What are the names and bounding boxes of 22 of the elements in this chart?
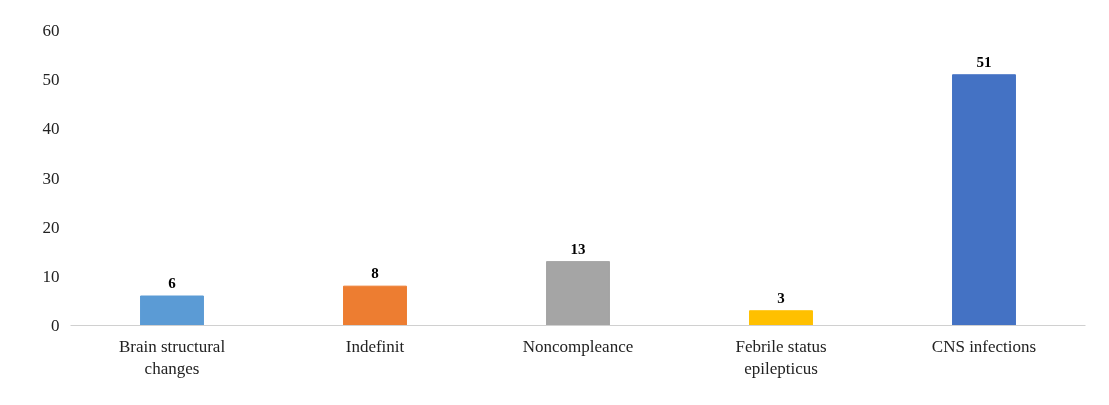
- y-tick-label: 10: [42, 266, 60, 286]
- y-tick-label: 50: [42, 70, 60, 90]
- y-tick-label: 0: [51, 316, 60, 335]
- bar: [140, 295, 204, 326]
- bar: [546, 261, 610, 326]
- bar: [952, 74, 1016, 326]
- x-tick-label: Febrile status epilepticus: [735, 336, 827, 379]
- y-tick-label: 20: [42, 217, 60, 237]
- y-tick-label: 40: [42, 119, 60, 139]
- bar: [749, 310, 813, 326]
- x-tick-label: Noncompleance: [522, 336, 634, 356]
- x-tick-label: CNS infections: [931, 336, 1037, 356]
- x-tick-label: Brain structural changes: [118, 336, 226, 379]
- data-label: 8: [371, 265, 379, 282]
- data-label: 51: [976, 53, 992, 70]
- data-label: 3: [777, 289, 785, 306]
- y-tick-label: 30: [42, 168, 60, 188]
- x-tick-label: Indefinit: [345, 336, 405, 356]
- data-label: 6: [168, 275, 177, 291]
- bar: [343, 285, 407, 326]
- y-tick-label: 60: [42, 21, 60, 40]
- data-label: 13: [570, 240, 586, 257]
